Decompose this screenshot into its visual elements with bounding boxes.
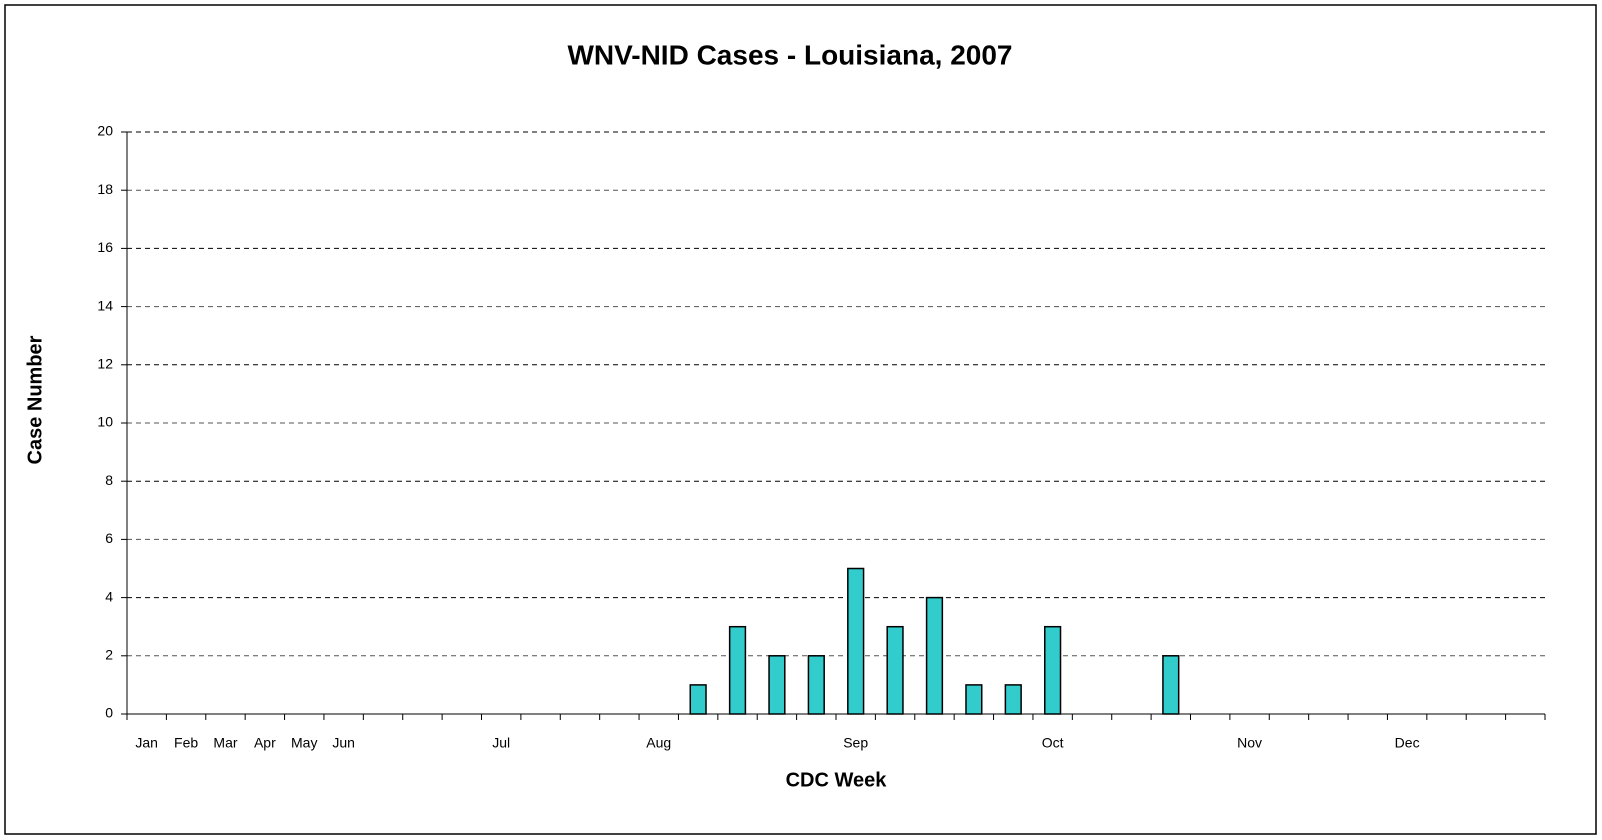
x-tick-label: Aug bbox=[646, 735, 671, 751]
y-tick-label: 8 bbox=[105, 472, 113, 488]
x-tick-label: Jan bbox=[135, 735, 158, 751]
y-tick-label: 2 bbox=[105, 647, 113, 663]
y-axis-title: Case Number bbox=[24, 335, 46, 464]
y-tick-label: 0 bbox=[105, 705, 113, 721]
x-tick-label: Nov bbox=[1237, 735, 1262, 751]
y-tick-label: 10 bbox=[97, 414, 113, 430]
x-tick-label: Mar bbox=[213, 735, 237, 751]
bar bbox=[925, 596, 944, 715]
x-tick-label: Feb bbox=[174, 735, 198, 751]
x-tick-label: Jun bbox=[332, 735, 355, 751]
bar bbox=[886, 625, 904, 715]
y-tick-label: 14 bbox=[97, 297, 113, 313]
x-tick-label: Jul bbox=[492, 735, 510, 751]
bar bbox=[807, 655, 825, 715]
chart-frame bbox=[4, 4, 1597, 835]
bar bbox=[768, 655, 786, 715]
y-tick-label: 18 bbox=[97, 181, 113, 197]
y-tick-label: 4 bbox=[105, 588, 113, 604]
y-tick-label: 20 bbox=[97, 123, 113, 139]
bar bbox=[1004, 684, 1022, 715]
bar bbox=[689, 684, 707, 715]
chart-title: WNV-NID Cases - Louisiana, 2007 bbox=[567, 39, 1012, 70]
y-tick-label: 6 bbox=[105, 530, 113, 546]
bar bbox=[965, 684, 983, 715]
x-axis-title: CDC Week bbox=[786, 769, 888, 791]
y-tick-label: 16 bbox=[97, 239, 113, 255]
x-tick-label: Dec bbox=[1395, 735, 1420, 751]
x-tick-label: May bbox=[291, 735, 317, 751]
y-tick-label: 12 bbox=[97, 356, 113, 372]
x-tick-label: Sep bbox=[843, 735, 868, 751]
bar bbox=[1044, 625, 1062, 715]
x-tick-label: Oct bbox=[1042, 735, 1064, 751]
bar bbox=[1162, 655, 1180, 715]
bar bbox=[847, 567, 865, 715]
x-tick-label: Apr bbox=[254, 735, 276, 751]
bar bbox=[728, 625, 747, 715]
